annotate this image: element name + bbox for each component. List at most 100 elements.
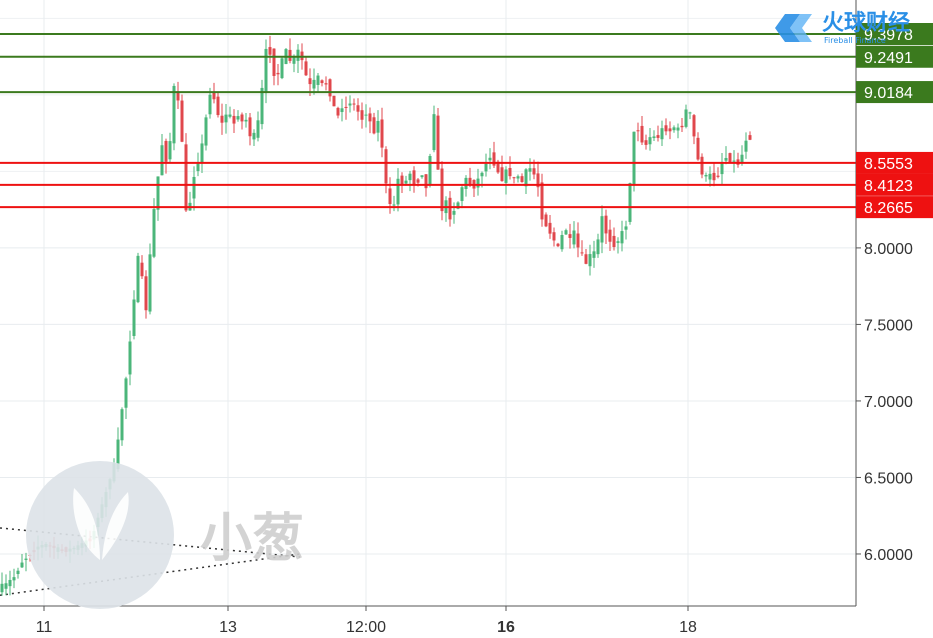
candle-body-102 [408, 173, 412, 181]
candle-body-178 [712, 172, 716, 181]
price-tick-label-1: 6.5000 [864, 470, 913, 487]
candle-body-131 [524, 169, 528, 187]
candle-body-67 [268, 47, 272, 55]
candle-body-163 [652, 136, 656, 139]
candle-body-93 [372, 117, 376, 134]
candle-body-37 [148, 254, 152, 312]
candle-body-140 [560, 234, 564, 250]
candle-body-41 [164, 140, 168, 162]
candle-body-105 [420, 175, 424, 178]
candle-body-169 [676, 127, 680, 131]
candle-body-142 [568, 234, 572, 238]
candle-body-116 [464, 177, 468, 189]
candle-body-29 [116, 439, 120, 470]
candle-body-128 [512, 177, 516, 179]
candle-body-177 [708, 173, 712, 180]
support-tag-1 [856, 173, 933, 196]
candle-body-136 [544, 214, 548, 227]
candle-body-152 [608, 229, 612, 242]
brand-diamond-icon [775, 14, 800, 42]
candle-body-161 [644, 140, 648, 145]
resistance-tag-1 [856, 45, 933, 68]
candle-body-46 [184, 144, 188, 211]
time-tick-label-2: 12:00 [346, 619, 386, 636]
candle-body-97 [388, 188, 392, 205]
candle-body-48 [192, 176, 196, 199]
candle-body-56 [224, 114, 228, 123]
candle-body-166 [664, 125, 668, 132]
candle-body-88 [352, 103, 356, 105]
candle-body-183 [732, 160, 736, 162]
candle-body-106 [424, 174, 428, 189]
price-axis [856, 0, 933, 638]
resistance-tag-0 [856, 23, 933, 46]
price-tick-label-2: 7.0000 [864, 394, 913, 411]
candle-body-87 [348, 103, 352, 106]
support-tag-label-2: 8.2665 [864, 200, 913, 217]
support-tag-label-1: 8.4123 [864, 178, 913, 195]
candle-body-186 [744, 140, 748, 152]
candle-body-62 [248, 117, 252, 137]
candle-body-69 [276, 72, 280, 75]
candle-body-35 [140, 262, 144, 277]
brand-diamond-icon-2 [790, 14, 812, 42]
candle-body-45 [180, 100, 184, 142]
price-tick-label-4: 8.0000 [864, 241, 913, 258]
candle-body-129 [516, 176, 520, 179]
resistance-tag-2 [856, 81, 933, 104]
watermark-leaf-icon-2 [102, 492, 129, 560]
candle-body-42 [168, 141, 172, 160]
candle-body-180 [720, 162, 724, 175]
candle-body-72 [288, 49, 292, 61]
candle-body-114 [456, 202, 460, 209]
candle-body-138 [552, 232, 556, 241]
candle-body-98 [392, 204, 396, 206]
candle-body-123 [492, 152, 496, 166]
candle-body-135 [540, 182, 544, 220]
candle-body-115 [460, 187, 464, 201]
candle-body-109 [436, 115, 440, 170]
candle-body-95 [380, 119, 384, 148]
candle-body-74 [296, 49, 300, 61]
candle-body-52 [208, 94, 212, 115]
candle-body-130 [520, 176, 524, 183]
candle-body-146 [584, 254, 588, 264]
brand-subtitle: Fireball Finance [824, 36, 886, 45]
time-tick-label-1: 13 [219, 619, 237, 636]
candle-body-63 [252, 132, 256, 140]
candle-body-61 [244, 119, 248, 122]
candle-body-49 [196, 162, 200, 172]
candle-body-139 [556, 243, 560, 247]
candle-body-164 [656, 135, 660, 138]
candle-body-165 [660, 128, 664, 140]
candle-body-1 [4, 583, 8, 589]
candle-body-137 [548, 222, 552, 234]
candle-body-66 [264, 48, 268, 94]
candle-body-144 [576, 233, 580, 248]
candle-body-167 [668, 128, 672, 132]
candle-body-55 [220, 115, 224, 123]
candle-body-122 [488, 157, 492, 161]
candle-body-185 [740, 154, 744, 164]
candle-body-31 [124, 378, 128, 408]
candle-body-44 [176, 91, 180, 101]
candle-body-120 [480, 172, 484, 177]
candle-body-147 [588, 254, 592, 267]
watermark-logo-icon [26, 461, 174, 609]
candle-body-92 [368, 113, 372, 122]
candle-body-5 [20, 562, 24, 568]
candle-body-3 [12, 577, 16, 581]
candle-body-110 [440, 168, 444, 212]
candle-body-181 [724, 157, 728, 161]
candle-body-156 [624, 226, 628, 230]
candle-body-172 [688, 112, 692, 114]
candle-body-121 [484, 163, 488, 172]
candle-body-162 [648, 137, 652, 145]
candle-body-90 [360, 110, 364, 120]
candle-body-157 [628, 183, 632, 222]
candle-body-126 [504, 169, 508, 183]
candle-body-43 [172, 85, 176, 144]
candle-body-117 [468, 177, 472, 185]
grid-lines [0, 0, 856, 606]
brand-logo: 火球财经 Fireball Finance [775, 10, 910, 45]
